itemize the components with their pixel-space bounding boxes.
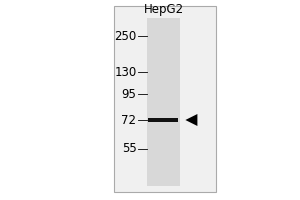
Text: 95: 95 xyxy=(122,88,136,100)
Text: 130: 130 xyxy=(114,66,136,78)
Text: 250: 250 xyxy=(114,29,136,43)
Text: HepG2: HepG2 xyxy=(143,2,184,16)
Bar xyxy=(114,6,216,192)
Bar xyxy=(147,18,180,186)
Text: 72: 72 xyxy=(122,114,136,127)
Text: 55: 55 xyxy=(122,142,136,156)
Polygon shape xyxy=(185,114,197,126)
Bar xyxy=(148,118,178,122)
